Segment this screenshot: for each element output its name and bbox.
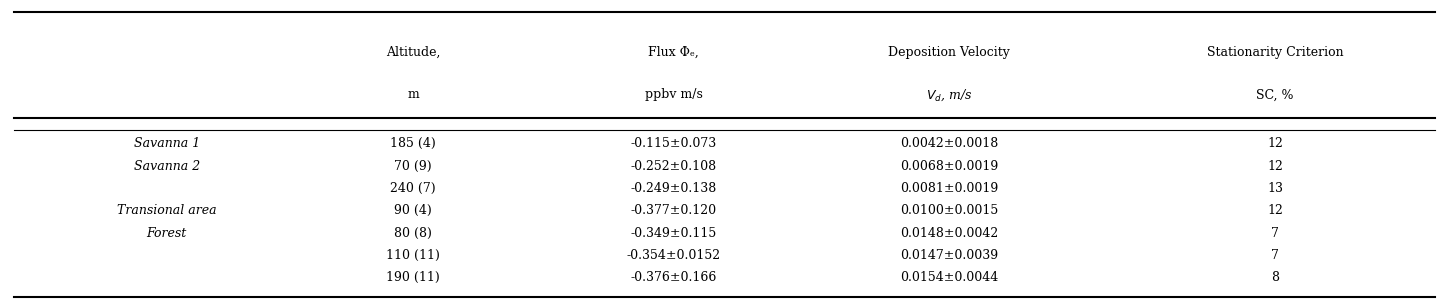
Text: 7: 7 (1271, 227, 1279, 240)
Text: 8: 8 (1271, 271, 1279, 284)
Text: 240 (7): 240 (7) (390, 182, 436, 195)
Text: Altitude,: Altitude, (385, 46, 440, 58)
Text: Deposition Velocity: Deposition Velocity (888, 46, 1010, 58)
Text: Savanna 2: Savanna 2 (133, 160, 200, 173)
Text: 0.0068±0.0019: 0.0068±0.0019 (900, 160, 998, 173)
Text: -0.377±0.120: -0.377±0.120 (630, 204, 717, 217)
Text: 0.0148±0.0042: 0.0148±0.0042 (900, 227, 998, 240)
Text: 12: 12 (1268, 204, 1282, 217)
Text: m: m (407, 88, 419, 101)
Text: 110 (11): 110 (11) (385, 249, 440, 262)
Text: 0.0154±0.0044: 0.0154±0.0044 (900, 271, 998, 284)
Text: SC, %: SC, % (1256, 88, 1294, 101)
Text: Stationarity Criterion: Stationarity Criterion (1207, 46, 1343, 58)
Text: -0.376±0.166: -0.376±0.166 (630, 271, 717, 284)
Text: -0.349±0.115: -0.349±0.115 (630, 227, 717, 240)
Text: 185 (4): 185 (4) (390, 137, 436, 150)
Text: 0.0100±0.0015: 0.0100±0.0015 (900, 204, 998, 217)
Text: 90 (4): 90 (4) (394, 204, 432, 217)
Text: 13: 13 (1266, 182, 1284, 195)
Text: 80 (8): 80 (8) (394, 227, 432, 240)
Text: Transional area: Transional area (117, 204, 216, 217)
Text: 12: 12 (1268, 160, 1282, 173)
Text: Savanna 1: Savanna 1 (133, 137, 200, 150)
Text: 190 (11): 190 (11) (385, 271, 440, 284)
Text: Forest: Forest (146, 227, 187, 240)
Text: 7: 7 (1271, 249, 1279, 262)
Text: 70 (9): 70 (9) (394, 160, 432, 173)
Text: $V_d$, m/s: $V_d$, m/s (926, 87, 972, 103)
Text: -0.115±0.073: -0.115±0.073 (630, 137, 717, 150)
Text: -0.354±0.0152: -0.354±0.0152 (627, 249, 720, 262)
Text: ppbv m/s: ppbv m/s (645, 88, 703, 101)
Text: -0.249±0.138: -0.249±0.138 (630, 182, 717, 195)
Text: -0.252±0.108: -0.252±0.108 (630, 160, 717, 173)
Text: 0.0081±0.0019: 0.0081±0.0019 (900, 182, 998, 195)
Text: 0.0147±0.0039: 0.0147±0.0039 (900, 249, 998, 262)
Text: Flux Φₑ,: Flux Φₑ, (648, 46, 700, 58)
Text: 12: 12 (1268, 137, 1282, 150)
Text: 0.0042±0.0018: 0.0042±0.0018 (900, 137, 998, 150)
